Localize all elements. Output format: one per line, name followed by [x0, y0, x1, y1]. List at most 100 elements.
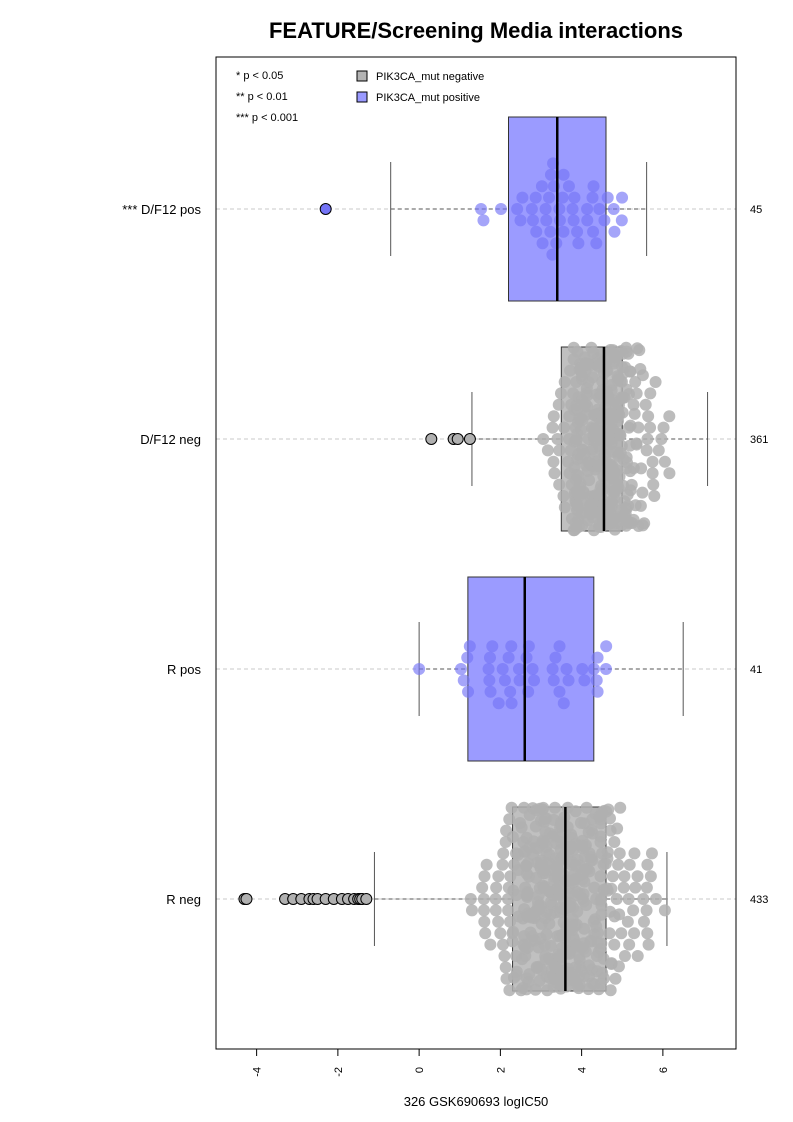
data-point	[633, 344, 646, 357]
data-point	[606, 870, 619, 883]
data-point	[605, 882, 618, 895]
data-point	[604, 984, 617, 997]
data-point	[526, 214, 539, 227]
data-point	[492, 697, 505, 710]
data-point	[591, 651, 604, 664]
data-point	[549, 651, 562, 664]
data-point	[622, 893, 635, 905]
data-point	[663, 467, 676, 480]
data-point	[591, 685, 604, 698]
data-point	[601, 846, 614, 859]
data-point	[475, 203, 488, 215]
data-point	[616, 191, 629, 204]
data-point	[630, 387, 643, 400]
data-point	[547, 455, 560, 468]
data-point	[581, 203, 594, 215]
data-point	[489, 904, 502, 917]
data-point	[623, 858, 636, 871]
data-point	[507, 925, 520, 938]
data-point	[536, 237, 549, 250]
data-point	[567, 214, 580, 227]
x-tick-label: 4	[577, 1067, 589, 1073]
data-point	[480, 858, 493, 871]
data-point	[515, 821, 528, 834]
data-point	[645, 847, 658, 860]
data-point	[576, 663, 589, 675]
data-point	[553, 478, 566, 491]
data-point	[614, 429, 627, 442]
legend-label: PIK3CA_mut positive	[376, 92, 480, 104]
data-point	[631, 870, 644, 883]
data-point	[546, 248, 559, 261]
data-point	[521, 886, 534, 899]
data-point	[572, 237, 585, 250]
data-point	[608, 938, 621, 951]
data-point	[477, 893, 490, 905]
data-point	[486, 640, 499, 653]
data-point	[502, 904, 515, 917]
data-point	[634, 499, 647, 512]
data-point	[413, 663, 426, 675]
data-point	[636, 486, 649, 499]
significance-legend-item: *** p < 0.001	[236, 112, 298, 124]
data-point	[540, 928, 553, 941]
data-point	[490, 881, 503, 894]
data-point	[496, 858, 509, 871]
outlier-point	[360, 893, 373, 905]
data-point	[587, 180, 600, 193]
data-point	[600, 640, 613, 653]
data-point	[641, 433, 654, 445]
data-point	[590, 237, 603, 250]
data-point	[530, 225, 543, 238]
data-point	[642, 410, 655, 423]
data-point	[601, 191, 614, 204]
data-point	[632, 421, 645, 434]
data-point	[463, 640, 476, 653]
data-point	[628, 407, 641, 420]
data-point	[580, 898, 593, 911]
data-point	[637, 915, 650, 928]
data-point	[464, 893, 477, 905]
data-point	[602, 803, 615, 816]
data-point	[505, 697, 518, 710]
data-point	[504, 915, 517, 928]
x-tick-label: -2	[333, 1067, 345, 1077]
data-point	[551, 433, 564, 445]
data-point	[558, 421, 571, 434]
data-point	[571, 225, 584, 238]
data-point	[640, 904, 653, 917]
data-point	[553, 214, 566, 227]
data-point	[482, 663, 495, 675]
x-tick-label: 6	[658, 1067, 670, 1073]
data-point	[528, 674, 541, 687]
data-point	[544, 939, 557, 952]
data-point	[603, 812, 616, 825]
data-point	[649, 893, 662, 905]
data-point	[478, 870, 491, 883]
data-point	[553, 640, 566, 653]
x-axis: -4 -2 0 2 4 6	[252, 1048, 670, 1077]
data-point	[546, 663, 559, 675]
data-point	[658, 455, 671, 468]
data-point	[476, 881, 489, 894]
data-point	[609, 972, 622, 985]
data-point	[506, 831, 519, 844]
data-point	[644, 387, 657, 400]
data-point	[484, 685, 497, 698]
data-point	[511, 203, 524, 215]
data-point	[635, 462, 648, 475]
data-point	[503, 984, 516, 997]
data-point	[562, 180, 575, 193]
data-point	[504, 685, 517, 698]
chart-title: FEATURE/Screening Media interactions	[269, 18, 683, 43]
data-point	[579, 945, 592, 958]
data-point	[526, 663, 539, 675]
data-point	[629, 881, 642, 894]
data-point	[613, 847, 626, 860]
data-point	[516, 191, 529, 204]
data-point	[622, 347, 635, 360]
outlier-point	[451, 433, 464, 445]
data-point	[588, 881, 601, 894]
data-point	[644, 870, 657, 883]
data-point	[594, 870, 607, 883]
